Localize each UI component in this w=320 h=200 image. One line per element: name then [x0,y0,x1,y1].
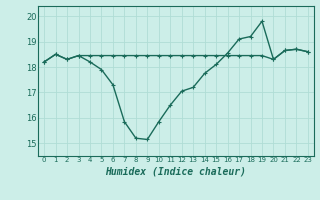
X-axis label: Humidex (Indice chaleur): Humidex (Indice chaleur) [106,166,246,176]
